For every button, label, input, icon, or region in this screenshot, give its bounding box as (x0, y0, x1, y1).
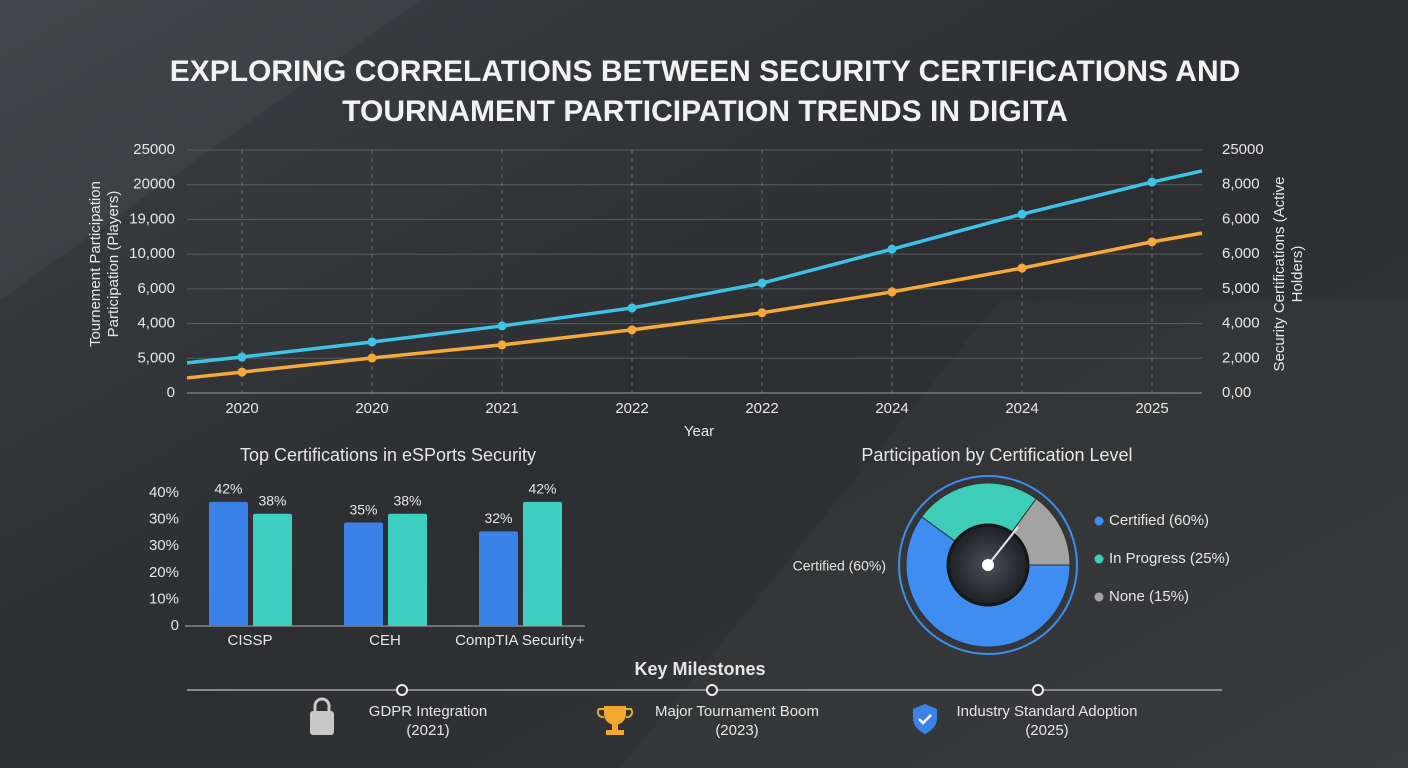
x-tick-label: CISSP (227, 632, 272, 649)
legend-label: None (15%) (1109, 588, 1189, 605)
line-point (1147, 237, 1157, 247)
line-point (627, 303, 637, 313)
milestone: Major Tournament Boom (2023) (597, 702, 837, 740)
timeline-dot (706, 684, 718, 696)
line-series (186, 231, 1203, 380)
pie-needle (987, 526, 1019, 566)
y2-tick-label: 8,000 (1222, 176, 1260, 193)
y2-tick-label: 5,000 (1222, 280, 1260, 297)
y-tick-label: 19,000 (129, 210, 175, 227)
y-tick-label: 10% (149, 590, 179, 607)
lock-icon (310, 697, 334, 735)
bar (209, 501, 248, 626)
milestone-year: (2021) (406, 722, 450, 739)
y-tick-label: 20000 (133, 176, 175, 193)
line-point (1017, 209, 1027, 219)
x-tick-label: 2020 (225, 400, 258, 417)
y-tick-label: 5,000 (137, 349, 175, 366)
x-axis-label: Year (684, 423, 714, 440)
line-point (757, 278, 767, 288)
x-tick-label: 2020 (355, 400, 388, 417)
x-tick-label: 2025 (1135, 400, 1168, 417)
legend-swatch (1094, 554, 1104, 564)
y2-tick-label: 6,000 (1222, 210, 1260, 227)
milestone-year: (2025) (1025, 722, 1069, 739)
line-point (367, 337, 377, 347)
y-tick-label: 30% (149, 537, 179, 554)
milestone-label: Major Tournament Boom (655, 703, 819, 720)
milestone-year: (2023) (715, 722, 759, 739)
legend-label: Certified (60%) (1109, 512, 1209, 529)
y-axis-label: Tournement Participation Participation (… (87, 181, 122, 347)
bar (479, 531, 518, 626)
line-point (627, 325, 637, 335)
trophy-icon (596, 706, 634, 735)
pie-slice (920, 482, 1037, 566)
bar-value-label: 38% (393, 492, 421, 508)
bar-value-label: 38% (258, 492, 286, 508)
bar-chart-title: Top Certifications in eSPorts Security (240, 445, 536, 465)
milestone: Industry Standard Adoption (2025) (907, 702, 1147, 740)
bar (523, 501, 562, 626)
x-tick-label: 2022 (615, 400, 648, 417)
line-point (1017, 263, 1027, 273)
y-tick-label: 40% (149, 484, 179, 501)
bar-value-label: 42% (214, 481, 242, 497)
y-tick-label: 10,000 (129, 245, 175, 262)
y2-tick-label: 0,00 (1222, 384, 1251, 401)
line-point (237, 367, 247, 377)
line-point (497, 340, 507, 350)
bar-value-label: 42% (528, 481, 556, 497)
pie-chart-title: Participation by Certification Level (861, 445, 1132, 465)
y-tick-label: 4,000 (137, 315, 175, 332)
pie-ring (898, 475, 1078, 655)
x-tick-label: 2021 (485, 400, 518, 417)
line-point (237, 352, 247, 362)
shield-icon (913, 704, 937, 734)
timeline-dot (1032, 684, 1044, 696)
y-tick-label: 30% (149, 511, 179, 528)
legend-swatch (1094, 592, 1104, 602)
bar (253, 513, 292, 626)
legend-label: In Progress (25%) (1109, 550, 1230, 567)
x-tick-label: 2024 (1005, 400, 1038, 417)
line-series (186, 169, 1203, 365)
line-point (1147, 177, 1157, 187)
pie-annotation: Certified (60%) (793, 558, 886, 574)
bar (388, 513, 427, 626)
milestone-label: Industry Standard Adoption (956, 703, 1138, 720)
bar-value-label: 35% (349, 501, 377, 517)
timeline-dot (396, 684, 408, 696)
x-tick-label: 2024 (875, 400, 908, 417)
y-tick-label: 0 (171, 617, 179, 634)
x-tick-label: 2022 (745, 400, 778, 417)
line-point (887, 287, 897, 297)
y-tick-label: 0 (167, 384, 175, 401)
y2-tick-label: 2,000 (1222, 349, 1260, 366)
y-tick-label: 20% (149, 564, 179, 581)
bar (344, 522, 383, 626)
line-point (757, 308, 767, 318)
x-tick-label: CompTIA Security+ (455, 632, 585, 649)
milestone-label: GDPR Integration (368, 703, 488, 720)
line-point (887, 244, 897, 254)
y2-tick-label: 25000 (1222, 141, 1264, 158)
line-point (497, 321, 507, 331)
milestones-title: Key Milestones (634, 659, 765, 679)
x-tick-label: CEH (369, 632, 401, 649)
line-point (367, 353, 377, 363)
y2-axis-label: Security Certifications (Active Holders) (1271, 176, 1306, 372)
y2-tick-label: 4,000 (1222, 315, 1260, 332)
y-tick-label: 25000 (133, 141, 175, 158)
y-tick-label: 6,000 (137, 280, 175, 297)
page-title: EXPLORING CORRELATIONS BETWEEN SECURITY … (169, 55, 1241, 128)
milestone: GDPR Integration (2021) (288, 702, 528, 740)
y2-tick-label: 6,000 (1222, 245, 1260, 262)
bar-value-label: 32% (484, 510, 512, 526)
legend-swatch (1094, 516, 1104, 526)
pie-needle-hub (982, 559, 994, 571)
